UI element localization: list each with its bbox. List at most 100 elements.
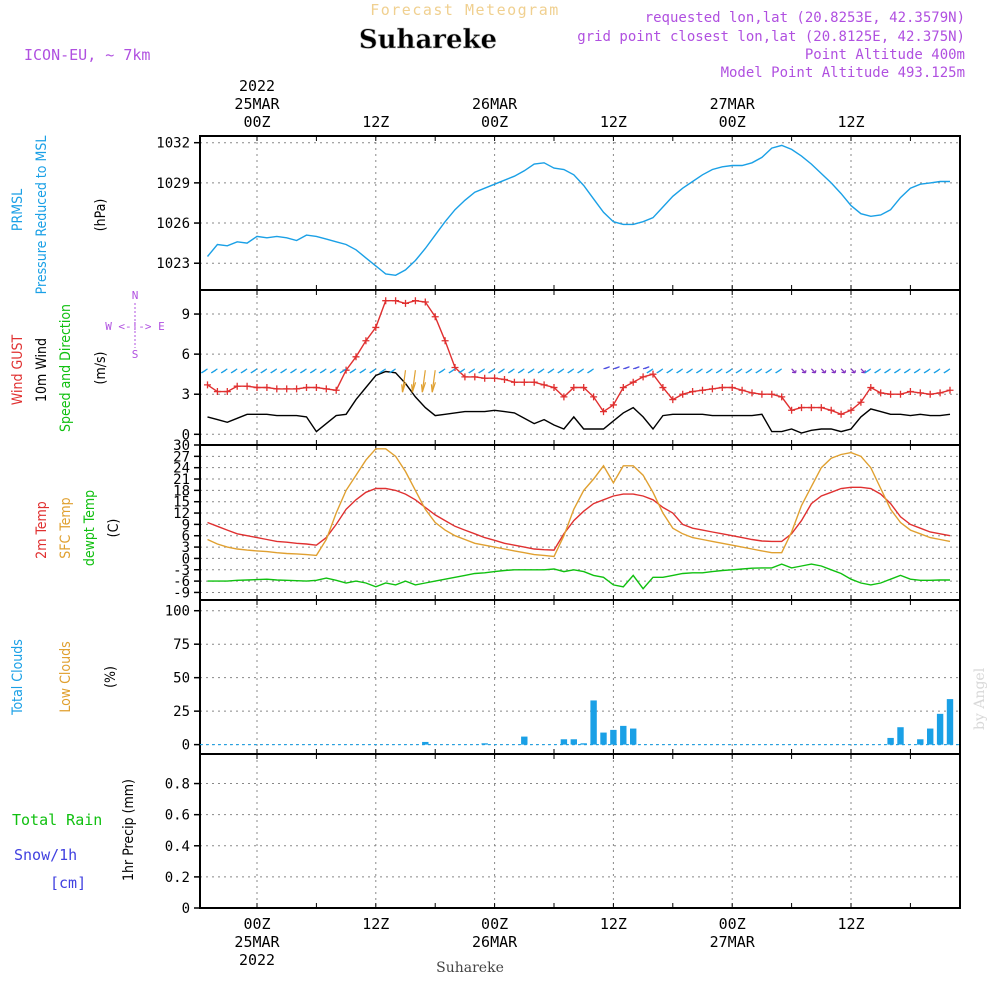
bottom-time-label: 12Z xyxy=(600,915,627,933)
data-point-marker xyxy=(807,404,815,412)
data-point-marker xyxy=(580,384,588,392)
wind-direction-arrow xyxy=(537,368,545,374)
y-tick-label: 3 xyxy=(182,387,190,403)
wind-direction-arrow xyxy=(642,366,650,370)
arrow-head xyxy=(458,369,464,374)
wind-direction-arrow xyxy=(210,368,218,374)
y-tick-label: 50 xyxy=(173,671,190,687)
y-tick-label: 0 xyxy=(182,551,190,567)
y-tick-label: 0 xyxy=(182,901,190,917)
wind-direction-arrow xyxy=(220,368,228,374)
arrow-head xyxy=(260,369,266,374)
wind-direction-arrow xyxy=(280,368,288,374)
arrow-head xyxy=(527,369,533,374)
precip-unit-label: 1hr Precip (mm) xyxy=(121,779,137,881)
y-tick-label: 18 xyxy=(173,483,190,499)
wind10m-label: 10m Wind xyxy=(34,338,50,402)
data-point-marker xyxy=(431,313,439,321)
cloud-bar xyxy=(897,727,904,745)
data-point-marker xyxy=(926,390,934,398)
data-point-marker xyxy=(530,378,538,386)
footer-location: Suhareke xyxy=(436,960,504,976)
data-point-marker xyxy=(649,370,657,378)
data-point-marker xyxy=(867,384,875,392)
arrow-head xyxy=(379,369,385,374)
wind-direction-arrow xyxy=(613,366,620,370)
arrow-head xyxy=(801,370,807,374)
series-line-dewpt-temp xyxy=(207,563,950,590)
arrow-head xyxy=(841,370,847,374)
data-point-marker xyxy=(827,406,835,414)
arrow-head xyxy=(587,369,593,374)
wind-direction-arrow xyxy=(705,368,713,374)
wind-direction-arrow xyxy=(401,370,407,393)
data-point-marker xyxy=(362,337,370,345)
y-tick-label: 27 xyxy=(173,449,190,465)
data-point-marker xyxy=(748,389,756,397)
low-clouds-label: Low Clouds xyxy=(58,641,74,712)
arrow-head xyxy=(557,369,563,374)
data-point-marker xyxy=(283,385,291,393)
y-tick-label: 0 xyxy=(182,738,190,754)
data-point-marker xyxy=(778,393,786,401)
y-tick-label: 0.8 xyxy=(165,777,190,793)
wind-direction-arrow xyxy=(656,368,664,374)
wind-direction-arrow xyxy=(943,368,951,374)
arrow-head xyxy=(851,370,856,374)
arrow-head xyxy=(821,370,827,374)
data-point-marker xyxy=(233,382,241,390)
model-name: ICON-EU, ~ 7km xyxy=(24,46,150,64)
arrow-head xyxy=(329,369,335,374)
cloud-bar xyxy=(521,736,528,745)
arrow-head xyxy=(903,369,910,374)
data-point-marker xyxy=(253,384,261,392)
wind-direction-arrow xyxy=(735,368,743,374)
wind-direction-arrow xyxy=(923,368,931,374)
data-point-marker xyxy=(382,297,390,305)
top-time-label: 26MAR xyxy=(472,95,518,113)
data-point-marker xyxy=(906,388,914,396)
arrow-head xyxy=(913,369,920,374)
wind-direction-arrow xyxy=(507,368,515,374)
y-tick-label: 21 xyxy=(173,472,190,488)
arrow-head xyxy=(656,369,662,374)
arrow-head xyxy=(735,369,741,374)
arrow-head xyxy=(874,369,880,374)
data-point-marker xyxy=(411,297,419,305)
arrow-head xyxy=(280,369,286,374)
arrow-head xyxy=(614,366,620,370)
arrow-head xyxy=(349,369,355,374)
arrow-head xyxy=(894,369,900,374)
snow-unit-label: [cm] xyxy=(50,874,86,892)
wind-direction-arrow xyxy=(810,368,817,374)
data-point-marker xyxy=(303,384,310,392)
wind-direction-arrow xyxy=(478,368,486,374)
wind-direction-arrow xyxy=(438,368,446,374)
arrow-head xyxy=(201,369,207,374)
wind-direction-arrow xyxy=(339,368,347,374)
arrow-shaft xyxy=(411,370,416,393)
arrow-head xyxy=(438,369,444,374)
wind-direction-arrow xyxy=(420,370,427,393)
dewpt-label: dewpt Temp xyxy=(82,490,98,566)
arrow-head xyxy=(300,369,306,374)
pressure-label-long: Pressure Reduced to MSL xyxy=(34,136,50,295)
data-point-marker xyxy=(312,384,320,392)
arrow-head xyxy=(923,369,929,374)
wind-direction-arrow xyxy=(300,368,307,374)
cloud-bar xyxy=(570,739,577,745)
data-point-marker xyxy=(540,381,548,389)
data-point-marker xyxy=(273,385,281,393)
y-tick-label: 1032 xyxy=(156,136,190,152)
wind-direction-arrow xyxy=(577,368,585,374)
wind-direction-arrow xyxy=(801,368,807,374)
cloud-bar xyxy=(936,713,944,745)
bottom-time-label: 25MAR xyxy=(234,933,280,951)
data-point-marker xyxy=(481,374,489,382)
arrow-head xyxy=(775,369,781,374)
data-point-marker xyxy=(718,384,726,392)
data-point-marker xyxy=(619,384,627,392)
wind-direction-arrow xyxy=(488,368,495,374)
wind-direction-arrow xyxy=(527,368,535,374)
arrow-shaft xyxy=(431,370,436,393)
